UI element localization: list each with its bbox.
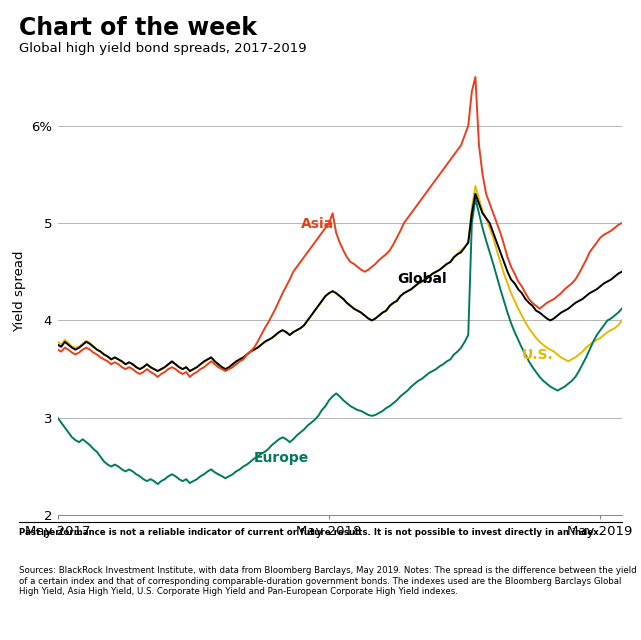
Y-axis label: Yield spread: Yield spread bbox=[13, 250, 26, 332]
Text: Europe: Europe bbox=[254, 451, 310, 465]
Text: Asia: Asia bbox=[301, 217, 333, 231]
Text: Chart of the week: Chart of the week bbox=[19, 16, 257, 40]
Text: Past performance is not a reliable indicator of current or future results. It is: Past performance is not a reliable indic… bbox=[19, 528, 603, 537]
Text: U.S.: U.S. bbox=[522, 348, 554, 362]
Text: Global: Global bbox=[397, 273, 447, 287]
Text: Global high yield bond spreads, 2017-2019: Global high yield bond spreads, 2017-201… bbox=[19, 42, 307, 54]
Text: Sources: BlackRock Investment Institute, with data from Bloomberg Barclays, May : Sources: BlackRock Investment Institute,… bbox=[19, 566, 637, 596]
